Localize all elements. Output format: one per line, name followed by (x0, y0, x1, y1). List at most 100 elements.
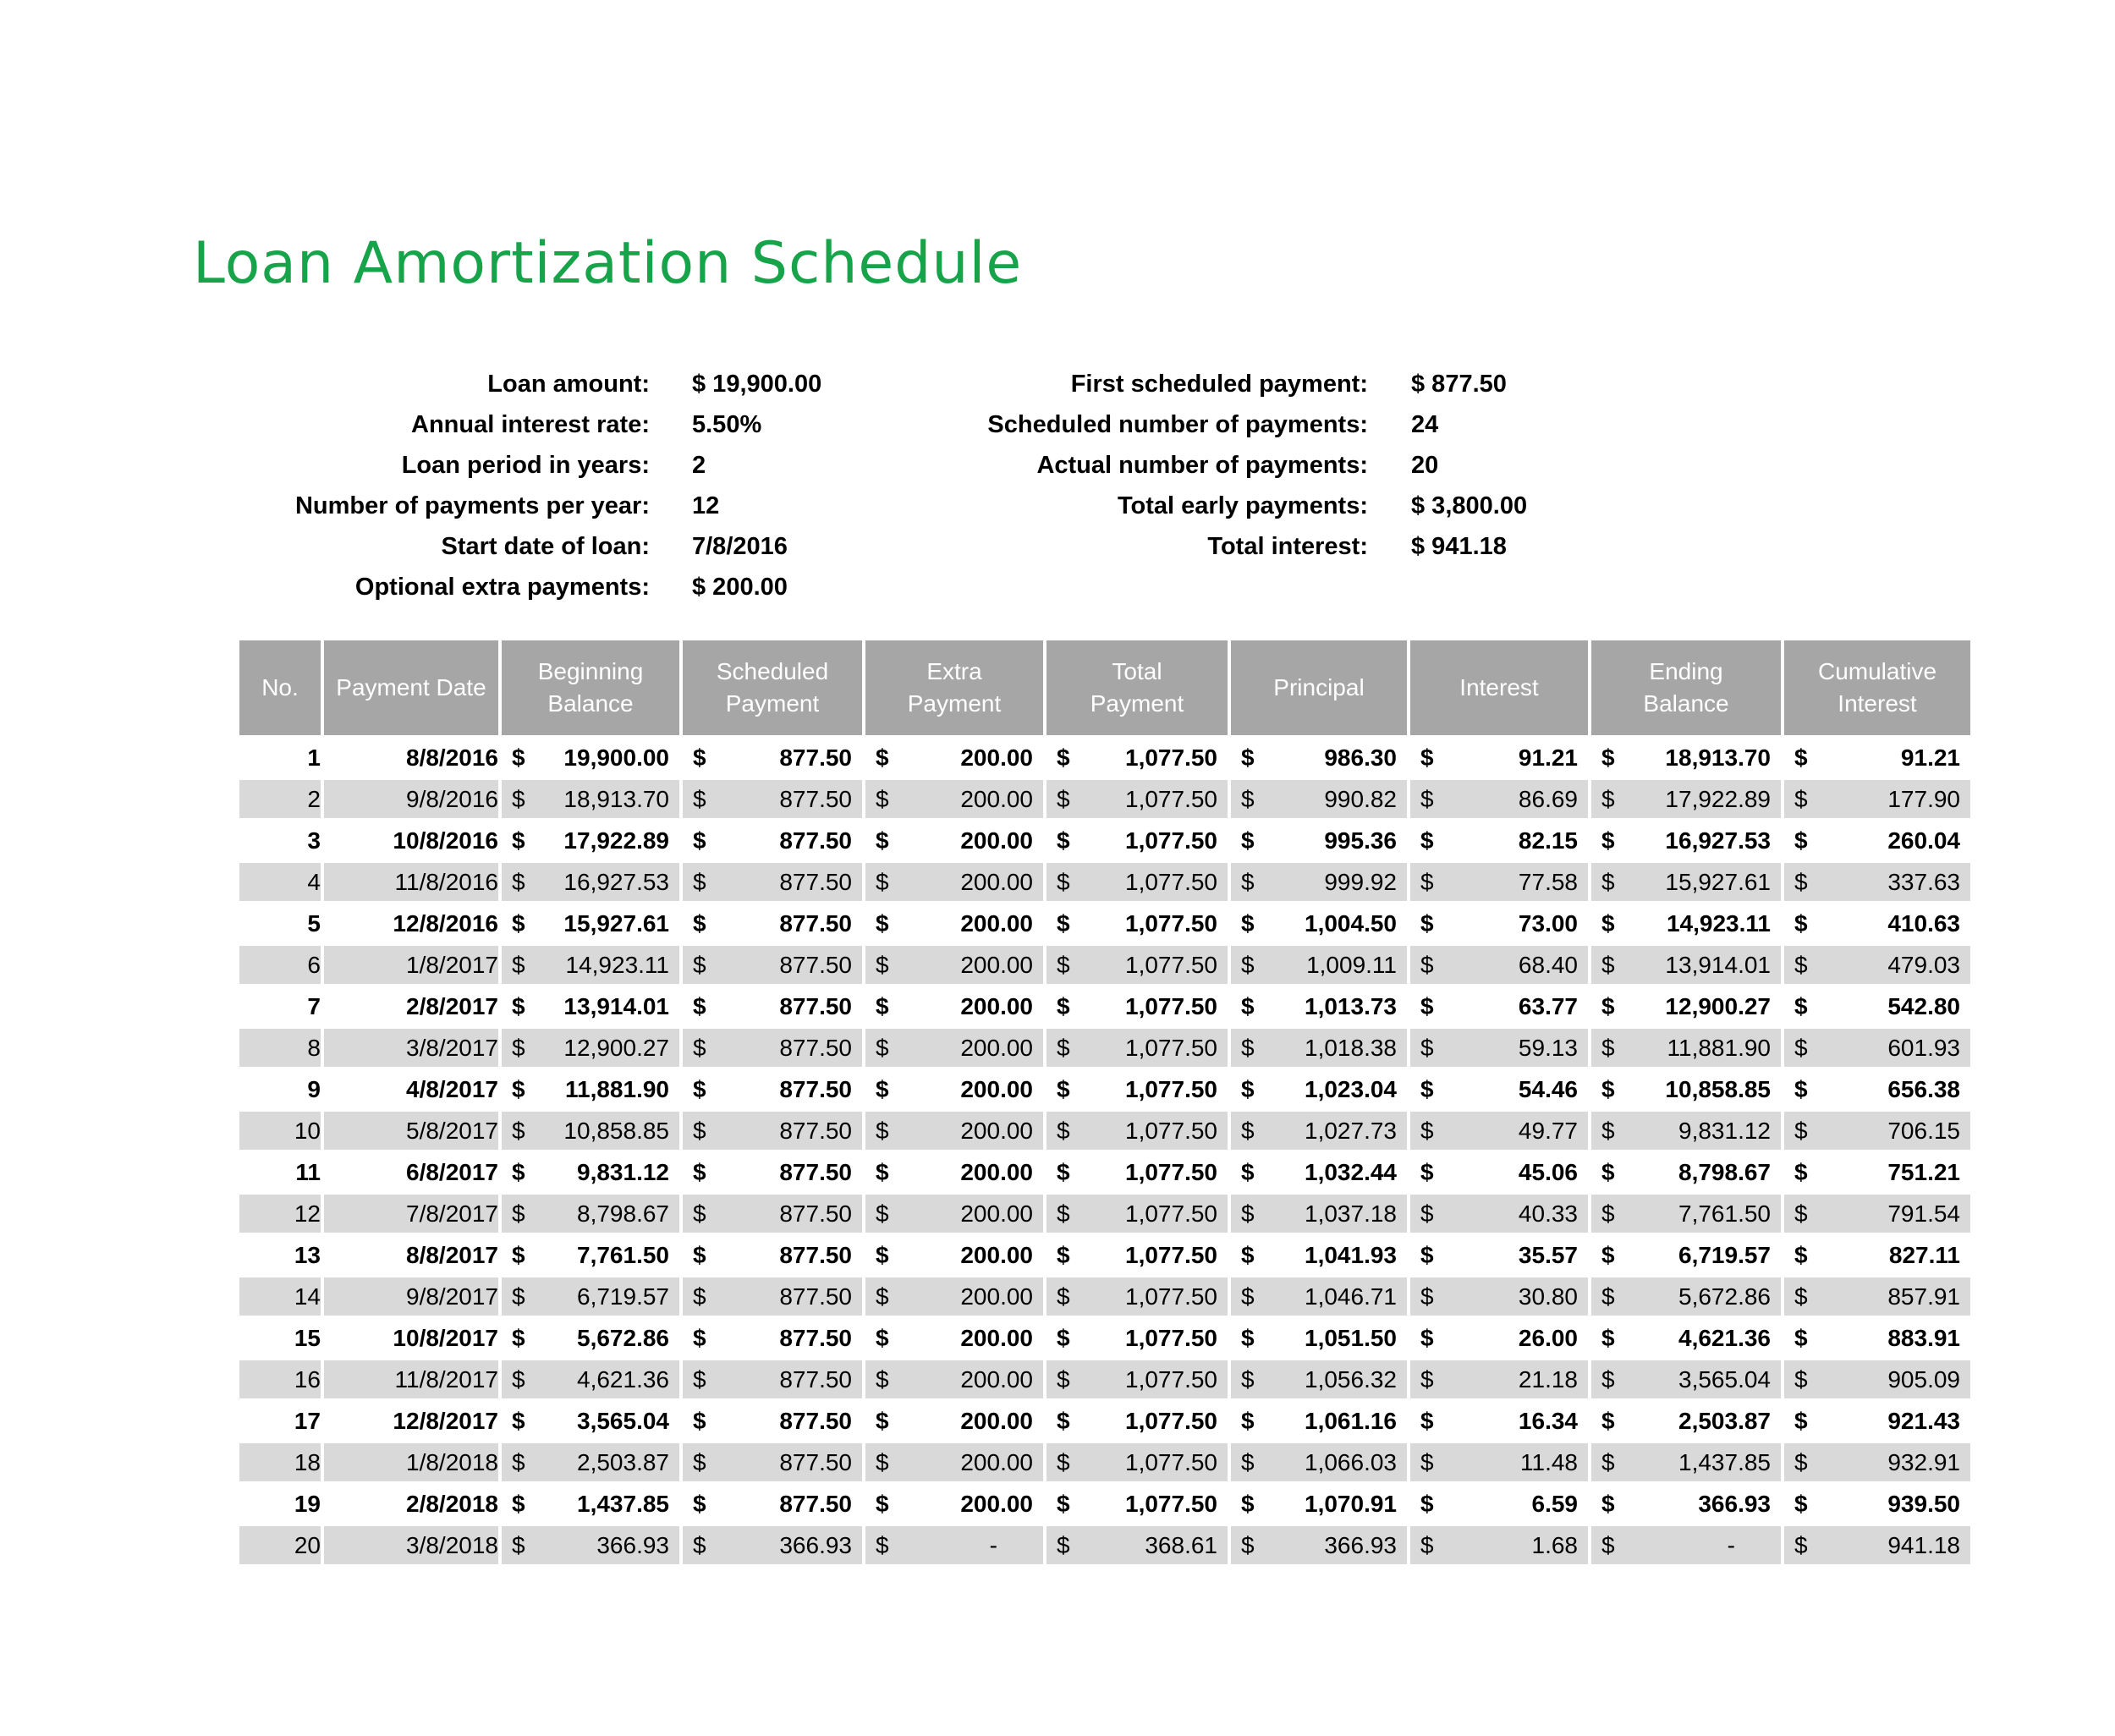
amount: 877.50 (779, 785, 852, 812)
summary-value: 5.50% (692, 410, 762, 438)
money-cell: $4,621.36 (502, 1360, 679, 1398)
cell-no: 14 (239, 1277, 321, 1316)
money-cell: $1,032.44 (1231, 1153, 1407, 1191)
money-wrap: $791.54 (1784, 1200, 1970, 1228)
dollar-sign: $ (1601, 909, 1615, 937)
money-cell: $18,913.70 (1591, 739, 1781, 777)
money-wrap: $11.48 (1410, 1449, 1588, 1476)
money-cell: $1,018.38 (1231, 1029, 1407, 1067)
money-wrap: $883.91 (1784, 1325, 1970, 1352)
amount: 1,037.18 (1305, 1200, 1397, 1227)
dollar-sign: $ (693, 785, 706, 812)
money-wrap: $6,719.57 (1591, 1242, 1781, 1269)
money-wrap: $200.00 (865, 1408, 1043, 1435)
dollar-sign: $ (693, 1283, 706, 1310)
cell-no: 18 (239, 1443, 321, 1481)
cell-date: 2/8/2017 (324, 987, 498, 1025)
cell-date: 1/8/2018 (324, 1443, 498, 1481)
dollar-sign: $ (1794, 1200, 1808, 1227)
amount: 200.00 (960, 1241, 1033, 1268)
amount: 1,077.50 (1125, 909, 1217, 937)
amount: 17,922.89 (563, 827, 669, 854)
money-wrap: $1,077.50 (1047, 786, 1228, 813)
money-wrap: $17,922.89 (502, 827, 679, 854)
money-wrap: $30.80 (1410, 1283, 1588, 1310)
amount: 877.50 (779, 1324, 852, 1351)
money-wrap: $54.46 (1410, 1076, 1588, 1103)
amount: 11.48 (1520, 1448, 1578, 1475)
amount: 1,077.50 (1125, 785, 1217, 812)
money-cell: $15,927.61 (502, 904, 679, 942)
amount: 1,077.50 (1125, 1407, 1217, 1434)
money-wrap: $1,437.85 (502, 1491, 679, 1518)
money-cell: $1,077.50 (1047, 780, 1228, 818)
dollar-sign: $ (693, 992, 706, 1019)
dollar-sign: $ (1794, 951, 1808, 978)
amount: 877.50 (779, 1200, 852, 1227)
money-wrap: $1,077.50 (1047, 1242, 1228, 1269)
table-row: 13 8/8/2017 $7,761.50 $877.50 $200.00 $1,077.… (239, 1236, 1970, 1274)
amount: 1,077.50 (1125, 1324, 1217, 1351)
money-cell: $1.68 (1410, 1526, 1588, 1564)
money-wrap: $2,503.87 (1591, 1408, 1781, 1435)
schedule-body: 1 8/8/2016 $19,900.00 $877.50 $200.00 $1,077.… (239, 739, 1970, 1564)
summary-row: Loan period in years: 2 (252, 445, 821, 486)
money-wrap: $921.43 (1784, 1408, 1970, 1435)
money-cell: $1,037.18 (1231, 1195, 1407, 1233)
dollar-sign: $ (1794, 1365, 1808, 1393)
money-wrap: $16,927.53 (1591, 827, 1781, 854)
money-cell: $827.11 (1784, 1236, 1970, 1274)
money-cell: $200.00 (865, 1236, 1043, 1274)
money-wrap: $11,881.90 (1591, 1035, 1781, 1062)
dollar-sign: $ (1601, 827, 1615, 854)
amount: 17,922.89 (1665, 785, 1771, 812)
money-wrap: $542.80 (1784, 993, 1970, 1020)
money-cell: $18,913.70 (502, 780, 679, 818)
money-wrap: $5,672.86 (1591, 1283, 1781, 1310)
cell-date: 1/8/2017 (324, 946, 498, 984)
money-cell: $77.58 (1410, 863, 1588, 901)
money-cell: $1,077.50 (1047, 1153, 1228, 1191)
dollar-sign: $ (1601, 1324, 1615, 1351)
dollar-sign: $ (876, 827, 889, 854)
column-header: Principal (1231, 640, 1407, 735)
money-wrap: $3,565.04 (502, 1408, 679, 1435)
amount: 7,761.50 (577, 1241, 669, 1268)
money-cell: $877.50 (683, 863, 862, 901)
money-cell: $877.50 (683, 946, 862, 984)
summary-label: Actual number of payments: (1036, 451, 1368, 479)
money-wrap: $45.06 (1410, 1159, 1588, 1186)
money-cell: $1,437.85 (1591, 1443, 1781, 1481)
money-cell: $1,066.03 (1231, 1443, 1407, 1481)
money-wrap: $14,923.11 (502, 952, 679, 979)
money-wrap: $200.00 (865, 1325, 1043, 1352)
money-cell: $7,761.50 (502, 1236, 679, 1274)
money-wrap: $1,023.04 (1231, 1076, 1407, 1103)
money-cell: $16,927.53 (502, 863, 679, 901)
money-cell: $ - (1591, 1526, 1781, 1564)
money-cell: $877.50 (683, 1029, 862, 1067)
money-cell: $200.00 (865, 1112, 1043, 1150)
money-cell: $200.00 (865, 904, 1043, 942)
money-cell: $1,077.50 (1047, 1319, 1228, 1357)
money-wrap: $1,027.73 (1231, 1118, 1407, 1145)
dollar-sign: $ (1241, 951, 1255, 978)
money-cell: $1,077.50 (1047, 1277, 1228, 1316)
cell-date: 3/8/2018 (324, 1526, 498, 1564)
summary-label: Loan amount: (487, 370, 650, 398)
money-cell: $14,923.11 (502, 946, 679, 984)
cell-no: 12 (239, 1195, 321, 1233)
amount: 63.77 (1518, 992, 1578, 1019)
summary-value: 24 (1411, 410, 1439, 438)
dollar-sign: $ (876, 1075, 889, 1102)
money-wrap: $77.58 (1410, 869, 1588, 896)
amount: 877.50 (779, 827, 852, 854)
money-cell: $877.50 (683, 987, 862, 1025)
money-wrap: $1,046.71 (1231, 1283, 1407, 1310)
money-cell: $5,672.86 (502, 1319, 679, 1357)
money-cell: $905.09 (1784, 1360, 1970, 1398)
amount: 200.00 (960, 1158, 1033, 1185)
amount: 877.50 (779, 992, 852, 1019)
amount: 877.50 (779, 1283, 852, 1310)
money-wrap: $15,927.61 (1591, 869, 1781, 896)
